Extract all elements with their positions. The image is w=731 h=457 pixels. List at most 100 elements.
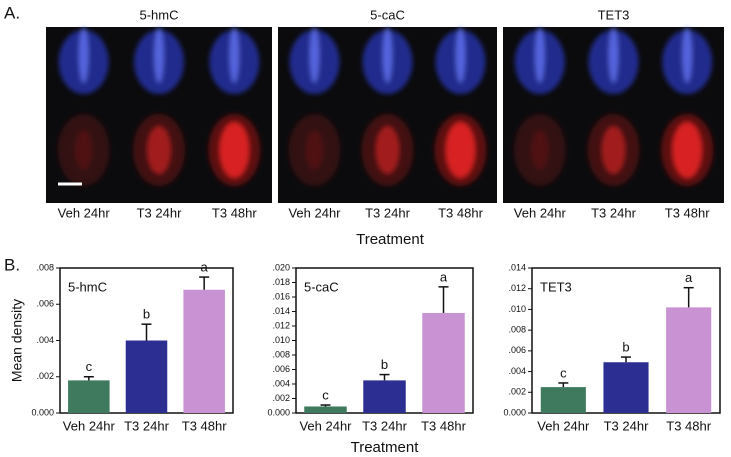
y-tick-label: 0.000 [267,407,290,417]
panel-label: A. [4,3,20,22]
x-tick-label: T3 48hr [666,418,711,433]
significance-letter: b [622,340,629,355]
category-label: T3 48hr [665,205,710,220]
error-bar [320,404,331,407]
blue-stain [682,27,693,83]
y-tick-label: .012 [508,283,526,293]
x-axis-label: Treatment [351,439,420,456]
bar [540,387,586,413]
error-bar [199,276,210,290]
bar [304,406,347,413]
red-stain [74,130,93,170]
category-label: T3 24hr [591,205,636,220]
tissue-section [361,27,414,186]
y-tick-label: .006 [272,364,290,374]
y-tick-label: 0.000 [31,407,54,417]
chart-title: TET3 [540,279,572,294]
blue-stain [154,27,164,83]
blue-stain [309,27,320,83]
blue-stain [534,27,545,83]
bar [603,362,649,413]
blue-stain [382,27,393,83]
bar [125,340,168,413]
y-tick-label: .006 [508,345,526,355]
category-label: Veh 24hr [288,205,341,220]
category-label: T3 48hr [212,205,257,220]
significance-letter: a [685,270,693,285]
y-tick-label: .004 [272,378,290,388]
red-stain [147,126,171,174]
panel-title: 5-caC [370,7,405,22]
red-stain [445,122,476,178]
panel-label: B. [4,255,20,274]
error-bar [558,382,569,388]
y-tick-label: .018 [272,277,290,287]
category-label: T3 48hr [438,205,483,220]
tissue-section [57,27,110,186]
y-tick-label: .002 [508,387,526,397]
y-tick-label: .006 [36,299,54,309]
tissue-section [661,27,714,186]
x-tick-label: Veh 24hr [299,418,352,433]
red-stain [375,126,400,174]
y-tick-label: .012 [272,320,290,330]
y-tick-label: .014 [272,306,290,316]
x-tick-label: Veh 24hr [537,418,590,433]
bar [363,380,406,413]
tissue-section [208,27,261,186]
y-axis-label: Mean density [9,299,25,382]
error-bar [141,323,152,341]
x-tick-label: T3 24hr [124,418,169,433]
error-bar [438,286,449,313]
x-axis-label: Treatment [356,231,425,248]
tissue-section [288,27,341,186]
x-tick-label: T3 24hr [362,418,407,433]
y-tick-label: .002 [36,371,54,381]
significance-letter: c [560,365,567,380]
y-tick-label: .010 [508,304,526,314]
red-stain [305,130,324,170]
chart-title: 5-hmC [68,279,107,294]
category-label: Veh 24hr [514,205,567,220]
tissue-section [587,27,640,186]
y-tick-label: .008 [36,262,54,272]
significance-letter: c [322,387,329,402]
blue-stain [608,27,619,83]
y-tick-label: .008 [272,349,290,359]
panel-title: 5-hmC [139,7,178,22]
significance-letter: c [86,359,93,374]
significance-letter: a [201,260,209,275]
blue-stain [78,27,89,83]
error-bar [683,286,694,308]
blue-stain [229,27,240,83]
panel-title: TET3 [598,7,630,22]
category-label: T3 24hr [137,205,182,220]
blue-stain [455,27,466,83]
significance-letter: b [143,307,150,322]
red-stain [601,126,626,174]
bar [183,289,225,413]
category-label: Veh 24hr [58,205,111,220]
y-tick-label: .010 [272,335,290,345]
y-tick-label: .004 [36,335,54,345]
y-tick-label: .020 [272,262,290,272]
x-tick-label: T3 48hr [182,418,227,433]
tissue-section [513,27,566,186]
bar [666,307,712,413]
red-stain [530,130,549,170]
y-tick-label: .016 [272,291,290,301]
category-label: T3 24hr [365,205,410,220]
x-tick-label: Veh 24hr [63,418,116,433]
significance-letter: b [381,357,388,372]
bar [68,380,110,413]
red-stain [672,122,703,178]
error-bar [621,356,631,363]
error-bar [379,373,390,381]
tissue-section [434,27,487,186]
tissue-section [133,27,185,186]
y-tick-label: .008 [508,325,526,335]
y-tick-label: .014 [508,262,526,272]
y-tick-label: 0.000 [503,407,526,417]
